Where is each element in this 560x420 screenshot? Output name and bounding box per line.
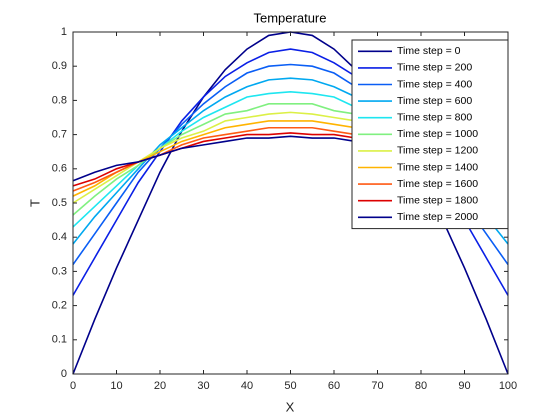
y-axis-label: T [27, 199, 42, 207]
x-tick-label: 30 [197, 380, 209, 392]
legend-label: Time step = 2000 [397, 211, 478, 223]
y-tick-label: 0.8 [52, 94, 67, 106]
y-tick-label: 0 [61, 368, 67, 380]
legend-label: Time step = 1200 [397, 145, 478, 157]
x-tick-label: 40 [241, 380, 253, 392]
legend-label: Time step = 0 [397, 45, 461, 57]
legend-label: Time step = 600 [397, 95, 472, 107]
y-tick-label: 0.2 [52, 300, 67, 312]
x-tick-label: 0 [70, 380, 76, 392]
x-tick-label: 20 [154, 380, 166, 392]
x-tick-label: 80 [415, 380, 427, 392]
y-tick-label: 0.4 [52, 231, 67, 243]
y-tick-label: 0.3 [52, 265, 67, 277]
x-axis-label: X [286, 399, 295, 414]
y-tick-label: 0.7 [52, 129, 67, 141]
x-tick-label: 50 [284, 380, 296, 392]
y-tick-label: 0.9 [52, 60, 67, 72]
legend-label: Time step = 200 [397, 62, 472, 74]
legend-label: Time step = 400 [397, 78, 472, 90]
y-tick-label: 0.5 [52, 197, 67, 209]
x-tick-label: 90 [458, 380, 470, 392]
chart-title: Temperature [254, 10, 327, 25]
legend-label: Time step = 1000 [397, 128, 478, 140]
x-tick-label: 100 [499, 380, 517, 392]
x-tick-label: 70 [371, 380, 383, 392]
legend-label: Time step = 1600 [397, 178, 478, 190]
y-tick-label: 0.6 [52, 163, 67, 175]
x-tick-label: 60 [328, 380, 340, 392]
legend-label: Time step = 1400 [397, 161, 478, 173]
y-tick-label: 0.1 [52, 334, 67, 346]
x-tick-label: 10 [110, 380, 122, 392]
legend-label: Time step = 1800 [397, 194, 478, 206]
legend-label: Time step = 800 [397, 111, 472, 123]
y-tick-label: 1 [61, 26, 67, 38]
